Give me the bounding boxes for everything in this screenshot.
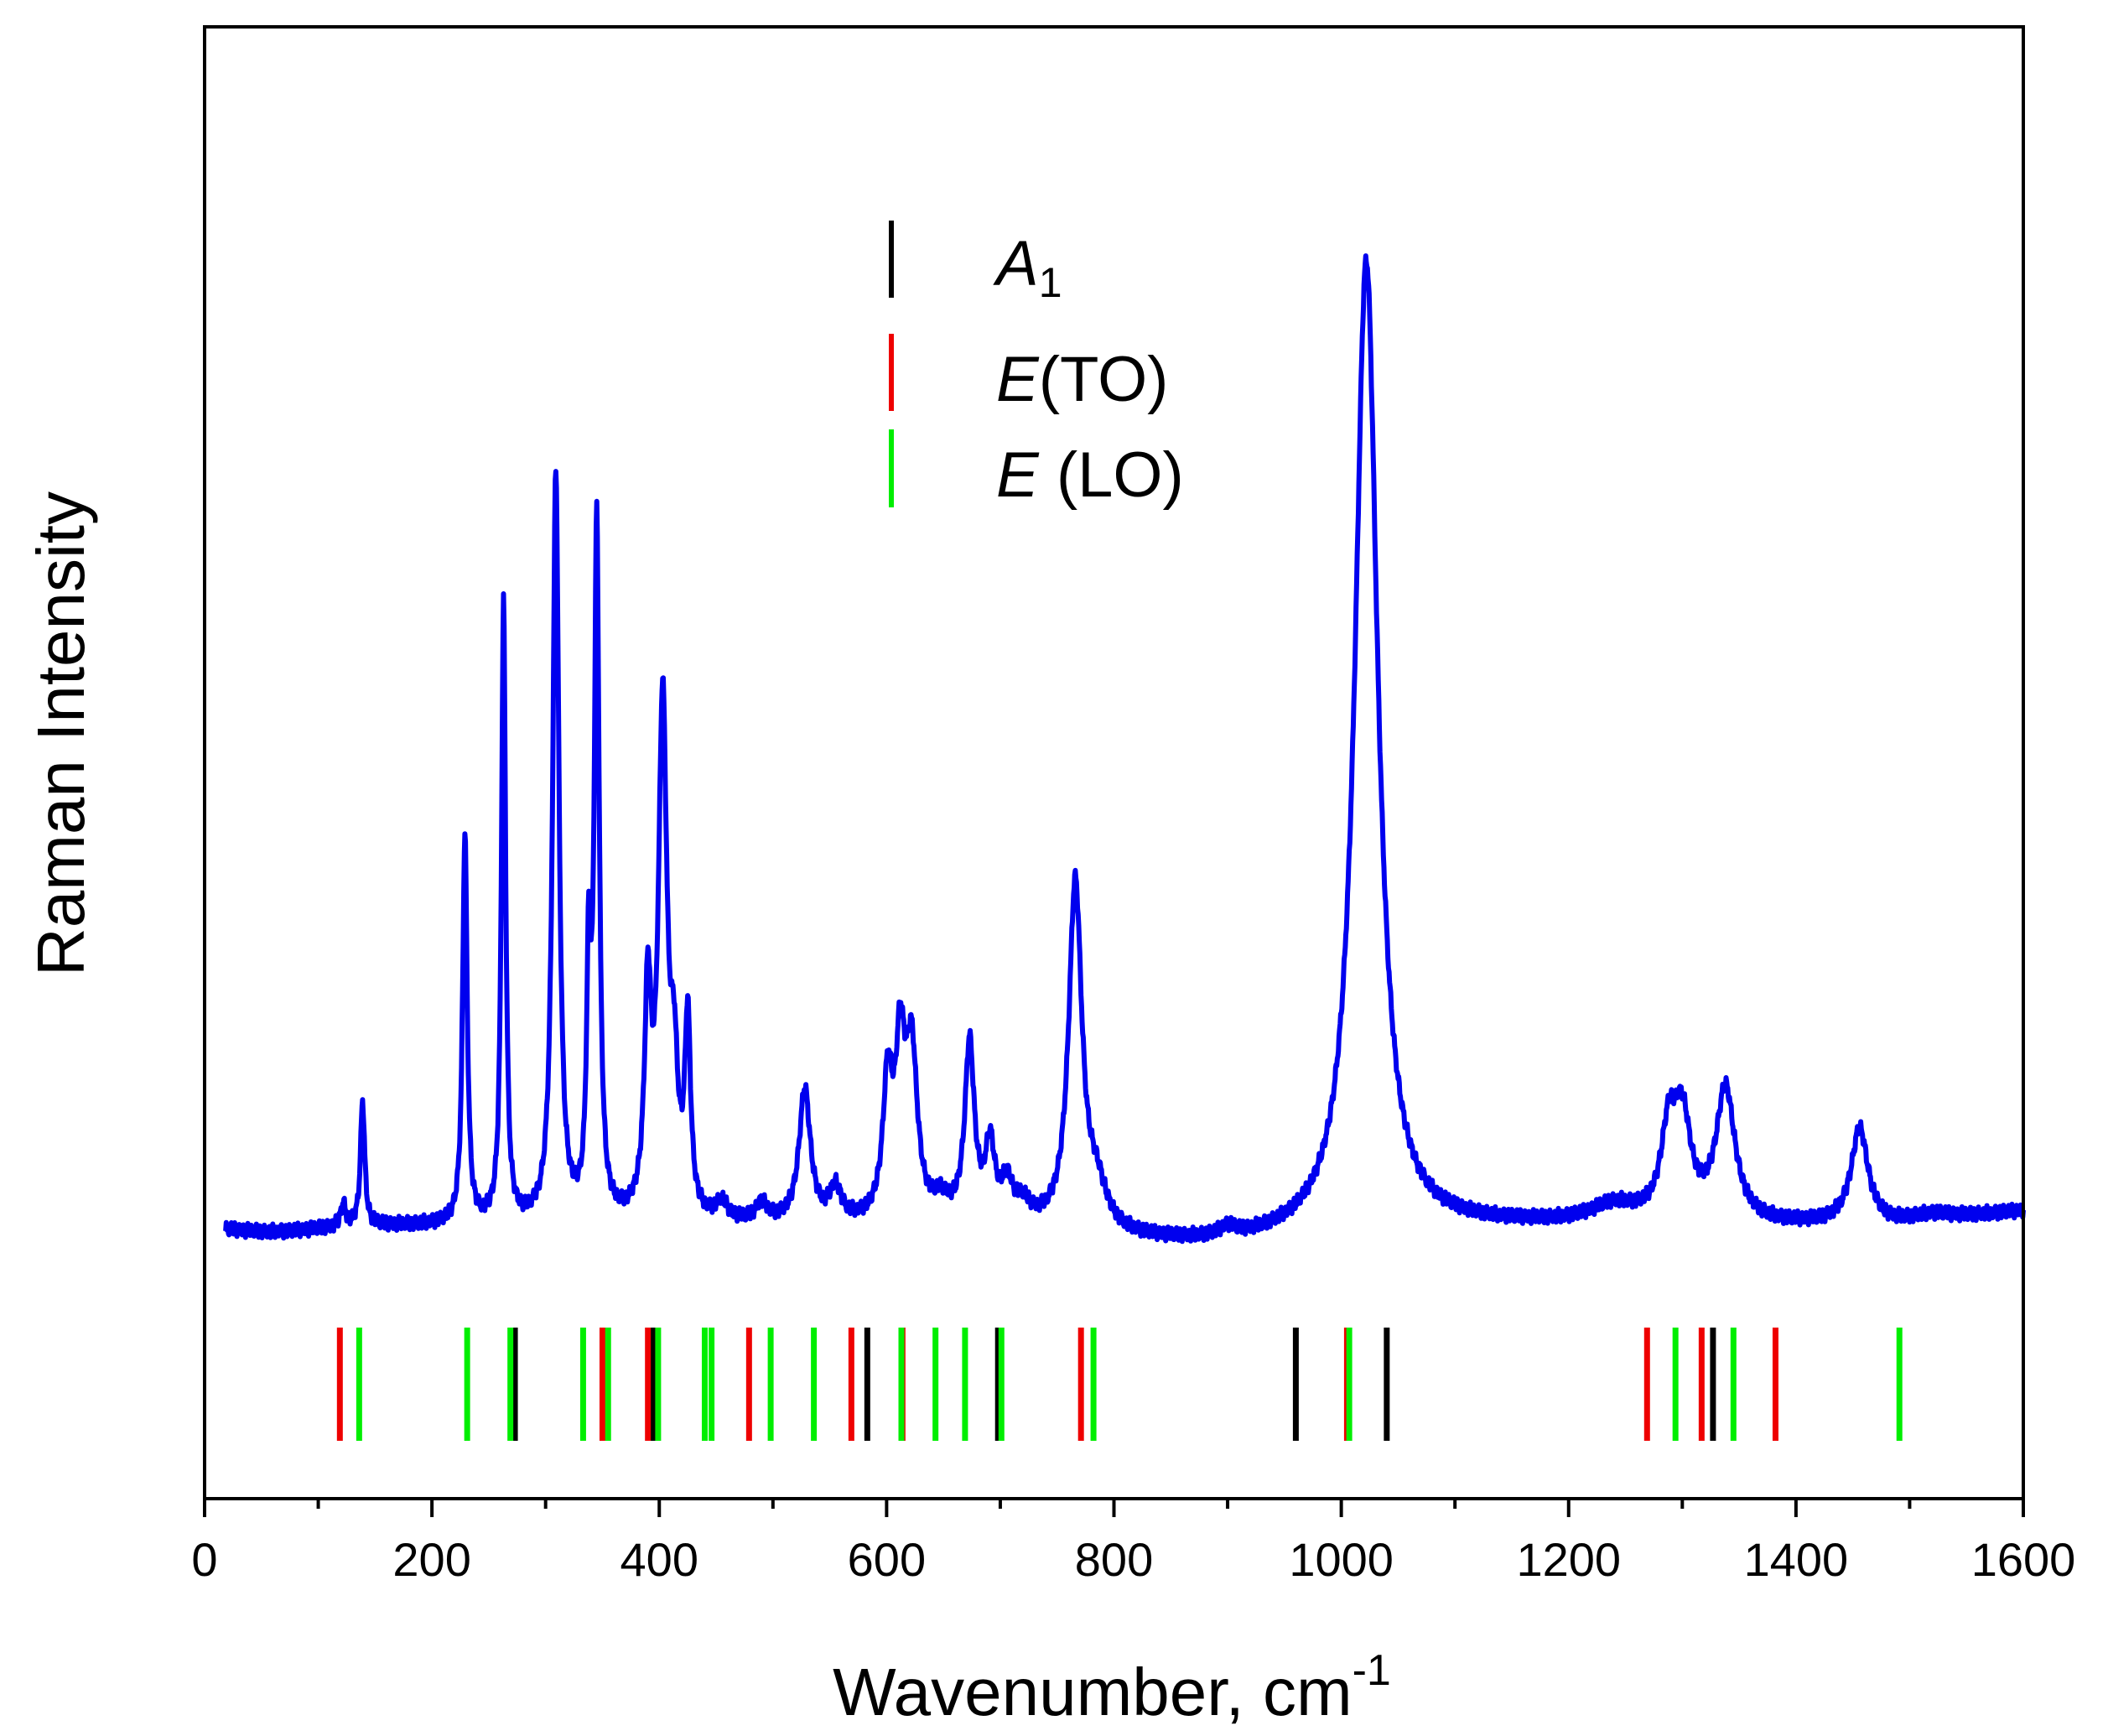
x-tick-label: 400 (620, 1533, 698, 1586)
x-tick-label: 1000 (1289, 1533, 1394, 1586)
legend: A1 E(TO) E (LO) (889, 221, 1184, 511)
legend-elo-suffix: (LO) (1039, 439, 1184, 511)
mode-markers (336, 1328, 1903, 1441)
x-tick-label: 0 (191, 1533, 217, 1586)
plot-frame (203, 25, 2025, 1500)
x-tick-label: 1400 (1744, 1533, 1849, 1586)
legend-label-elo: E (LO) (996, 439, 1184, 511)
x-tick-label: 1200 (1516, 1533, 1621, 1586)
legend-label-a1: A1 (993, 228, 1062, 306)
x-axis-ticks: 0 200 400 600 800 1000 1200 1400 1600 (191, 1499, 2075, 1586)
legend-eto-main: E (996, 344, 1040, 415)
x-tick-label: 800 (1075, 1533, 1153, 1586)
y-axis-title: Raman Intensity (23, 491, 98, 976)
x-axis-title: Wavenumber, cm-1 (833, 1646, 1391, 1729)
legend-eto-suffix: (TO) (1039, 344, 1169, 415)
x-tick-label: 1600 (1971, 1533, 2076, 1586)
spectrum-line (223, 253, 2026, 1245)
x-axis-title-main: Wavenumber, cm (833, 1655, 1352, 1729)
legend-a1-main: A (993, 228, 1039, 299)
legend-elo-main: E (996, 439, 1040, 511)
legend-a1-sub: 1 (1039, 259, 1062, 306)
x-tick-label: 600 (848, 1533, 926, 1586)
x-axis-title-superscript: -1 (1353, 1646, 1391, 1695)
legend-label-eto: E(TO) (996, 344, 1169, 415)
x-tick-label: 200 (392, 1533, 470, 1586)
